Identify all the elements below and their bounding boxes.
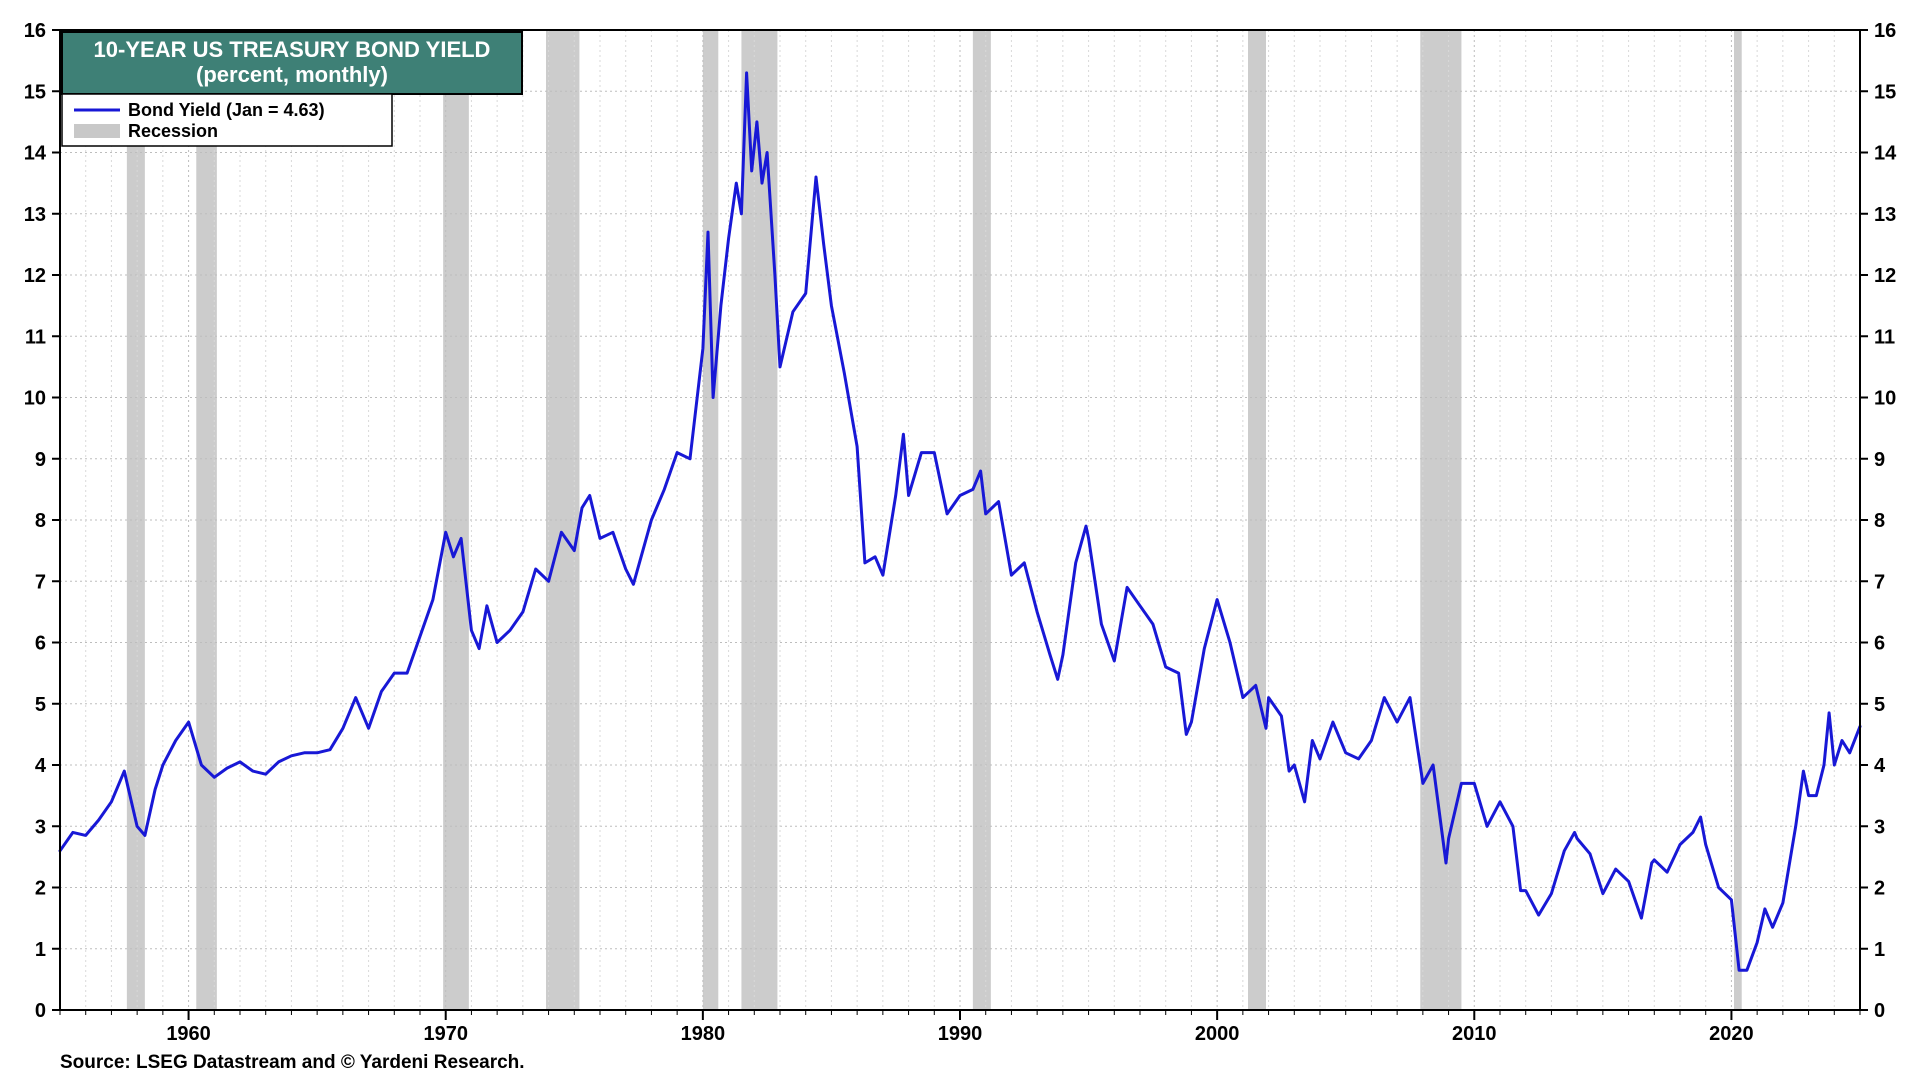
chart-source: Source: LSEG Datastream and © Yardeni Re… [60,1052,525,1073]
x-tick-label: 1970 [423,1023,468,1045]
y-tick-label: 11 [25,326,46,348]
y-tick-label-right: 13 [1874,204,1896,226]
y-tick-label-right: 7 [1874,571,1885,593]
y-tick-label: 14 [24,143,47,165]
chart-title-line1: 10-YEAR US TREASURY BOND YIELD [94,37,491,62]
y-tick-label-right: 15 [1874,81,1896,103]
legend-band-sample [74,124,120,138]
y-tick-label: 5 [35,694,46,716]
y-tick-label: 8 [35,510,46,532]
legend-item-label: Recession [128,121,218,141]
y-tick-label: 6 [35,633,46,655]
chart-title: 10-YEAR US TREASURY BOND YIELD(percent, … [62,32,522,94]
y-tick-label: 7 [35,571,46,593]
y-tick-label: 15 [24,81,46,103]
chart-container: 0011223344556677889910101111121213131414… [0,0,1920,1080]
y-tick-label: 10 [24,388,46,410]
chart-legend: Bond Yield (Jan = 4.63)Recession [62,94,392,146]
y-tick-label: 4 [35,755,47,777]
y-tick-label-right: 9 [1874,449,1885,471]
y-tick-label-right: 8 [1874,510,1885,532]
chart-title-line2: (percent, monthly) [196,62,388,87]
x-tick-label: 1990 [938,1023,983,1045]
y-tick-label: 13 [24,204,46,226]
y-tick-label-right: 2 [1874,878,1885,900]
y-tick-label-right: 12 [1874,265,1896,287]
x-tick-label: 1980 [681,1023,726,1045]
y-tick-label-right: 6 [1874,633,1885,655]
x-tick-label: 2000 [1195,1023,1240,1045]
y-tick-label-right: 5 [1874,694,1885,716]
y-tick-label-right: 14 [1874,143,1897,165]
y-tick-label-right: 0 [1874,1000,1885,1022]
y-tick-label-right: 11 [1874,326,1895,348]
y-tick-label-right: 4 [1874,755,1886,777]
y-tick-label-right: 10 [1874,388,1896,410]
y-tick-label: 0 [35,1000,46,1022]
chart-svg: 0011223344556677889910101111121213131414… [0,0,1920,1080]
y-tick-label: 12 [24,265,46,287]
y-tick-label: 3 [35,816,46,838]
x-tick-label: 2020 [1709,1023,1754,1045]
y-tick-label-right: 1 [1874,939,1885,961]
y-tick-label: 9 [35,449,46,471]
x-tick-label: 2010 [1452,1023,1497,1045]
y-tick-label-right: 3 [1874,816,1885,838]
y-tick-label: 16 [24,20,46,42]
legend-item-label: Bond Yield (Jan = 4.63) [128,100,325,120]
y-tick-label: 1 [35,939,46,961]
y-tick-label-right: 16 [1874,20,1896,42]
x-tick-label: 1960 [166,1023,211,1045]
y-tick-label: 2 [35,878,46,900]
